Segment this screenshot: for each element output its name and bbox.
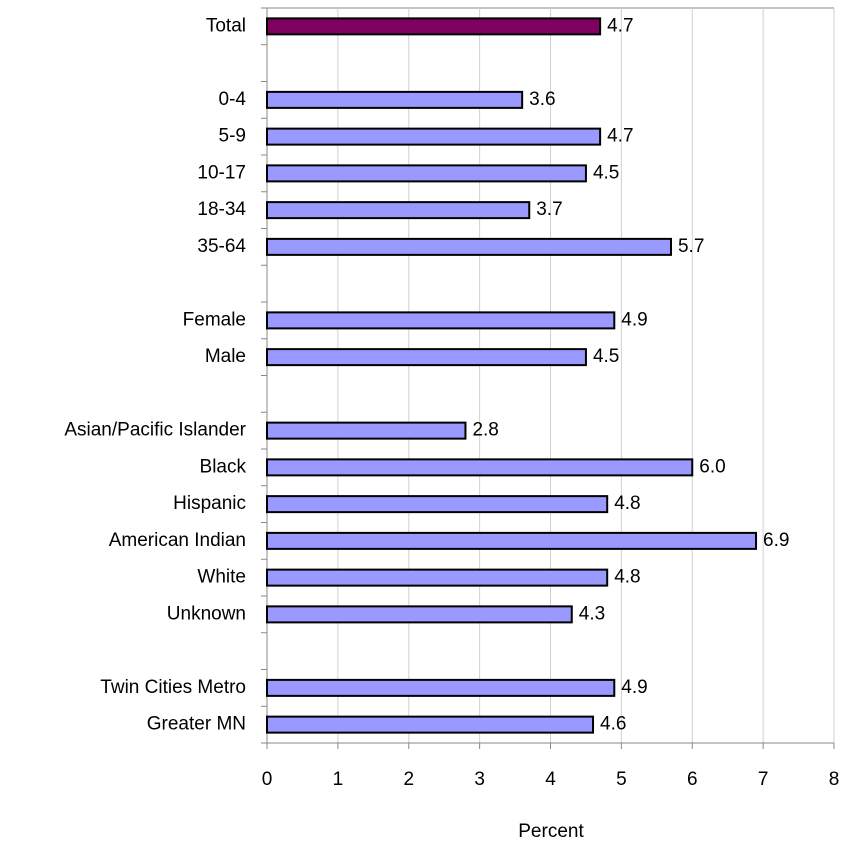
bar (266, 201, 531, 220)
value-label: 4.6 (600, 714, 626, 735)
bar (266, 237, 672, 256)
y-tick-label: Asian/Pacific Islander (64, 420, 246, 441)
bar (266, 90, 524, 109)
bar (266, 568, 609, 587)
x-tick-label: 0 (262, 769, 273, 790)
value-label: 4.5 (593, 346, 619, 367)
value-label: 4.5 (593, 162, 619, 183)
x-tick-label: 3 (474, 769, 485, 790)
x-tick-label: 8 (829, 769, 840, 790)
value-label: 4.9 (621, 677, 647, 698)
x-tick-label: 4 (545, 769, 556, 790)
x-tick-label: 2 (403, 769, 414, 790)
bar (266, 348, 587, 367)
bar (266, 531, 758, 550)
value-label: 4.7 (607, 15, 633, 36)
bar (266, 127, 602, 146)
value-label: 6.0 (699, 456, 725, 477)
bar (266, 421, 467, 440)
value-label: 4.8 (614, 567, 640, 588)
bar (266, 311, 616, 330)
bar (266, 715, 595, 734)
x-tick-label: 1 (333, 769, 344, 790)
y-tick-label: White (197, 567, 246, 588)
bar (266, 495, 609, 514)
y-tick-label: Total (206, 15, 246, 36)
y-tick-label: Twin Cities Metro (100, 677, 246, 698)
y-tick-label: 10-17 (197, 162, 246, 183)
value-label: 3.7 (536, 199, 562, 220)
y-tick-label: 5-9 (219, 126, 246, 147)
value-label: 4.8 (614, 493, 640, 514)
y-tick-label: Greater MN (147, 714, 246, 735)
y-tick-label: 35-64 (197, 236, 246, 257)
bar (266, 458, 694, 477)
value-label: 2.8 (472, 420, 498, 441)
y-tick-label: Hispanic (173, 493, 246, 514)
y-tick-label: Male (205, 346, 246, 367)
bar (266, 164, 587, 183)
x-tick-label: 7 (758, 769, 769, 790)
value-label: 4.7 (607, 126, 633, 147)
value-label: 5.7 (678, 236, 704, 257)
y-tick-label: Unknown (167, 603, 246, 624)
y-tick-label: American Indian (109, 530, 246, 551)
bar (266, 678, 616, 697)
x-tick-label: 5 (616, 769, 627, 790)
value-label: 4.9 (621, 309, 647, 330)
bar (266, 17, 602, 36)
y-tick-label: Black (200, 456, 247, 477)
value-label: 4.3 (579, 603, 605, 624)
x-axis-label: Percent (518, 821, 584, 842)
bar (266, 605, 573, 624)
value-label: 6.9 (763, 530, 789, 551)
y-tick-label: 18-34 (197, 199, 246, 220)
y-tick-label: 0-4 (219, 89, 247, 110)
x-tick-label: 6 (687, 769, 698, 790)
y-tick-label: Female (183, 309, 246, 330)
value-label: 3.6 (529, 89, 555, 110)
